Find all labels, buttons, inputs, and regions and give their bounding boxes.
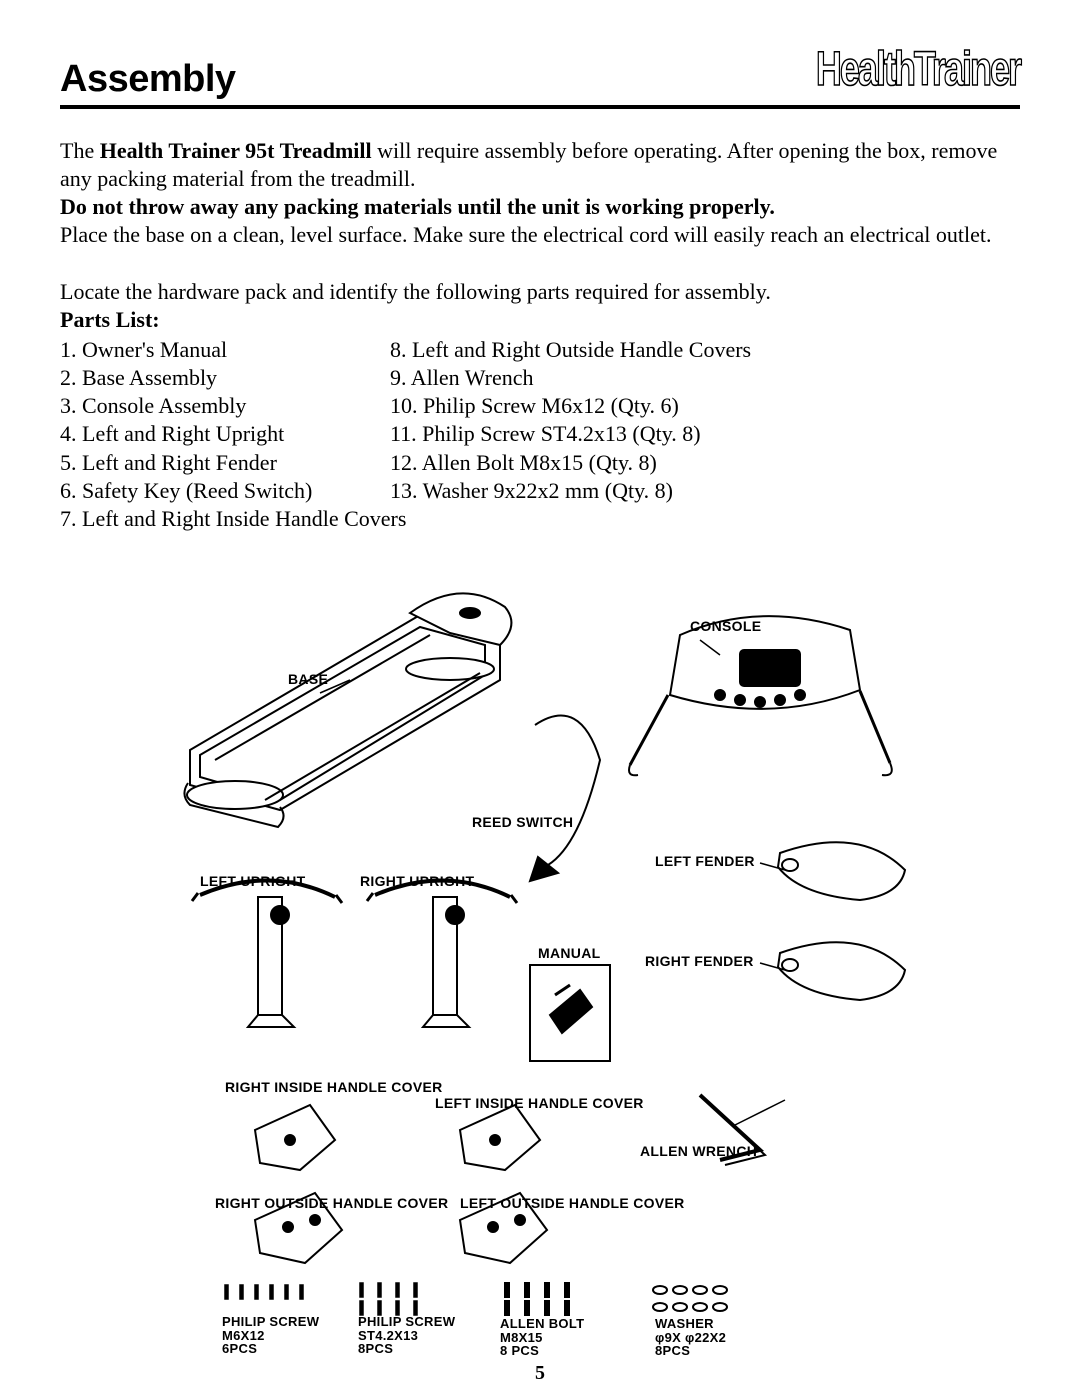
label-allen-wrench: ALLEN WRENCH	[640, 1143, 757, 1159]
parts-list: 1. Owner's Manual 2. Base Assembly 3. Co…	[60, 336, 1020, 533]
list-item: 2. Base Assembly	[60, 364, 390, 392]
list-item: 11. Philip Screw ST4.2x13 (Qty. 8)	[390, 420, 1020, 448]
washer-drawing	[653, 1286, 727, 1311]
list-item: 4. Left and Right Upright	[60, 420, 390, 448]
product-name: Health Trainer 95t Treadmill	[100, 138, 372, 163]
label-washer-c: 8PCS	[655, 1343, 690, 1358]
label-right-outside: RIGHT OUTSIDE HANDLE COVER	[215, 1195, 448, 1211]
list-item: 1. Owner's Manual	[60, 336, 390, 364]
label-manual: MANUAL	[538, 945, 600, 961]
parts-diagram: BASE CONSOLE REED SWITCH LEFT UPRIGHT RI…	[160, 595, 920, 1345]
reed-switch-drawing	[530, 716, 600, 881]
label-left-inside: LEFT INSIDE HANDLE COVER	[435, 1095, 644, 1111]
page-title: Assembly	[60, 58, 236, 101]
manual-drawing	[530, 965, 610, 1061]
intro-pre: The	[60, 138, 100, 163]
label-abolt-c: 8 PCS	[500, 1343, 539, 1358]
list-item: 9. Allen Wrench	[390, 364, 1020, 392]
label-base: BASE	[288, 671, 328, 687]
page-number: 5	[0, 1362, 1080, 1385]
intro-text: The Health Trainer 95t Treadmill will re…	[60, 137, 1020, 334]
warning-text: Do not throw away any packing materials …	[60, 194, 775, 219]
intro-line3: Locate the hardware pack and identify th…	[60, 278, 1020, 306]
right-inside-cover-drawing	[255, 1105, 335, 1170]
intro-line2: Place the base on a clean, level surface…	[60, 221, 1020, 249]
label-right-upright: RIGHT UPRIGHT	[360, 873, 474, 889]
label-right-fender: RIGHT FENDER	[645, 953, 754, 969]
console-drawing	[629, 616, 892, 775]
list-item: 3. Console Assembly	[60, 392, 390, 420]
philip-st-drawing	[360, 1283, 417, 1315]
label-left-upright: LEFT UPRIGHT	[200, 873, 305, 889]
label-reed: REED SWITCH	[472, 814, 573, 830]
brand-logo: HealthTrainer	[816, 44, 1020, 101]
list-item: 5. Left and Right Fender	[60, 449, 390, 477]
label-pscrew1-c: 6PCS	[222, 1341, 257, 1356]
right-fender-drawing	[778, 942, 905, 1000]
left-upright-drawing	[192, 880, 342, 1027]
list-item: 10. Philip Screw M6x12 (Qty. 6)	[390, 392, 1020, 420]
label-left-outside: LEFT OUTSIDE HANDLE COVER	[460, 1195, 685, 1211]
list-item: 6. Safety Key (Reed Switch)	[60, 477, 390, 505]
allen-bolt-drawing	[505, 1283, 569, 1315]
list-item: 13. Washer 9x22x2 mm (Qty. 8)	[390, 477, 1020, 505]
left-inside-cover-drawing	[460, 1105, 540, 1170]
list-item: 7. Left and Right Inside Handle Covers	[60, 505, 390, 533]
right-upright-drawing	[367, 880, 517, 1027]
list-item: 12. Allen Bolt M8x15 (Qty. 8)	[390, 449, 1020, 477]
base-drawing	[184, 593, 511, 827]
list-item: 8. Left and Right Outside Handle Covers	[390, 336, 1020, 364]
label-right-inside: RIGHT INSIDE HANDLE COVER	[225, 1079, 443, 1095]
left-fender-drawing	[778, 842, 905, 900]
label-left-fender: LEFT FENDER	[655, 853, 755, 869]
label-console: CONSOLE	[690, 618, 761, 634]
label-pscrew2-c: 8PCS	[358, 1341, 393, 1356]
parts-heading: Parts List:	[60, 307, 160, 332]
philip-m6x12-drawing	[225, 1285, 303, 1299]
